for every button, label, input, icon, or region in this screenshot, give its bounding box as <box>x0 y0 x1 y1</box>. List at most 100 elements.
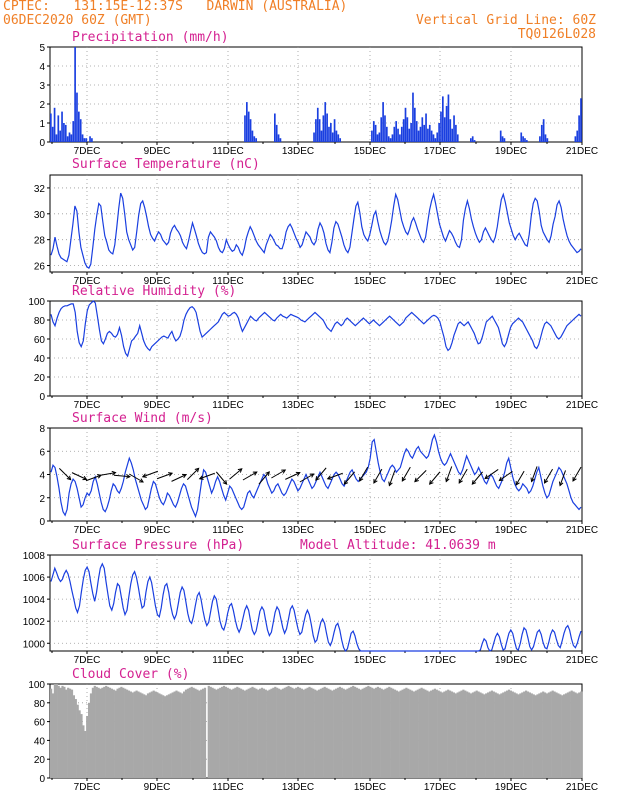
xtick-label-rh: 13DEC <box>282 400 314 411</box>
bar-cloud <box>272 687 275 778</box>
bar-precip <box>402 119 405 142</box>
wind-arrow-shaft <box>315 467 327 481</box>
bar-cloud <box>262 688 265 778</box>
bar-cloud <box>126 689 129 778</box>
bar-cloud <box>519 693 522 778</box>
bar-cloud <box>316 690 319 778</box>
bar-precip <box>574 136 577 142</box>
wind-arrow-shaft <box>531 466 538 482</box>
bar-precip <box>330 123 332 142</box>
bar-cloud <box>240 688 243 778</box>
bar-cloud <box>325 687 328 778</box>
bar-precip <box>414 107 416 142</box>
ytick-label-cloud: 60 <box>34 718 46 729</box>
wind-arrow-head <box>326 475 332 480</box>
wind-arrow-shaft <box>429 471 441 485</box>
bar-cloud <box>211 687 214 778</box>
bar-cloud <box>380 688 383 778</box>
bar-precip <box>526 140 528 142</box>
bar-cloud <box>363 687 366 778</box>
bar-cloud <box>340 687 343 778</box>
wind-arrow-head <box>265 471 270 476</box>
wind-arrow-shaft <box>484 469 499 479</box>
bar-cloud <box>530 693 533 778</box>
xtick-label-cloud: 7DEC <box>74 782 101 793</box>
wind-arrow-shaft <box>85 474 102 482</box>
bar-precip <box>425 113 427 142</box>
bar-precip <box>455 124 457 142</box>
bar-cloud <box>293 688 296 778</box>
bar-cloud <box>473 691 476 778</box>
bar-precip <box>274 113 276 142</box>
bar-cloud <box>234 687 237 778</box>
bar-cloud <box>291 687 294 778</box>
bar-cloud <box>371 687 374 778</box>
panel-frame-rh <box>49 300 583 397</box>
bar-precip <box>253 136 256 142</box>
ytick-label-wind: 2 <box>39 494 45 505</box>
bar-cloud <box>338 686 341 778</box>
bar-cloud <box>173 691 176 778</box>
bar-precip <box>81 134 84 142</box>
bar-cloud <box>555 692 558 778</box>
bar-cloud <box>335 688 338 778</box>
ytick-label-rh: 100 <box>28 297 45 308</box>
bar-cloud <box>228 688 231 778</box>
bar-cloud <box>156 692 159 778</box>
bar-precip <box>382 102 384 142</box>
bar-cloud <box>445 690 448 778</box>
xtick-label-cloud: 13DEC <box>282 782 314 793</box>
bar-precip <box>520 132 523 142</box>
bar-cloud <box>160 694 163 778</box>
bar-precip <box>393 126 396 142</box>
bar-cloud <box>458 691 461 778</box>
bar-cloud <box>378 687 381 778</box>
xtick-label-temp: 11DEC <box>212 276 244 287</box>
bar-cloud <box>120 686 123 778</box>
header-model-id: TQ0126L028 <box>517 27 596 42</box>
bar-cloud <box>91 687 94 778</box>
xtick-label-precip: 7DEC <box>74 146 101 157</box>
bar-cloud <box>51 693 55 778</box>
bar-cloud <box>424 689 427 778</box>
ytick-label-rh: 40 <box>34 354 46 365</box>
ytick-label-wind: 0 <box>39 517 45 528</box>
bar-cloud <box>441 692 444 778</box>
bar-precip <box>374 124 377 142</box>
bar-cloud <box>352 685 355 778</box>
bar-precip <box>51 126 54 142</box>
wind-arrow-shaft <box>515 470 525 486</box>
bar-cloud <box>449 690 452 778</box>
wind-arrow-head <box>428 480 434 485</box>
bar-precip <box>53 107 56 142</box>
bar-cloud <box>69 688 72 778</box>
panel-annotation-psfc: Model Altitude: 41.0639 m <box>300 538 496 553</box>
bar-precip <box>386 126 388 142</box>
bar-cloud <box>483 694 486 778</box>
bar-cloud <box>409 689 412 778</box>
bar-cloud <box>390 687 393 778</box>
bar-cloud <box>557 693 560 778</box>
bar-cloud <box>450 691 454 778</box>
wind-arrow-head <box>281 469 287 474</box>
bar-cloud <box>135 690 138 778</box>
bar-cloud <box>471 692 474 778</box>
bar-cloud <box>314 689 317 778</box>
bar-cloud <box>525 690 528 778</box>
bar-precip <box>249 119 252 142</box>
bar-cloud <box>361 688 364 778</box>
bar-cloud <box>509 690 512 778</box>
bar-cloud <box>416 689 419 778</box>
bar-precip <box>380 117 383 142</box>
wind-arrow-shaft <box>128 473 144 483</box>
bar-cloud <box>580 691 583 778</box>
bar-cloud <box>129 691 132 778</box>
bar-cloud <box>302 689 305 778</box>
bar-cloud <box>456 692 459 778</box>
ytick-label-rh: 80 <box>34 316 46 327</box>
bar-cloud <box>84 731 87 778</box>
bar-precip <box>544 134 547 142</box>
bar-cloud <box>528 692 531 778</box>
xtick-label-psfc: 11DEC <box>212 655 244 666</box>
xtick-label-cloud: 15DEC <box>354 782 386 793</box>
